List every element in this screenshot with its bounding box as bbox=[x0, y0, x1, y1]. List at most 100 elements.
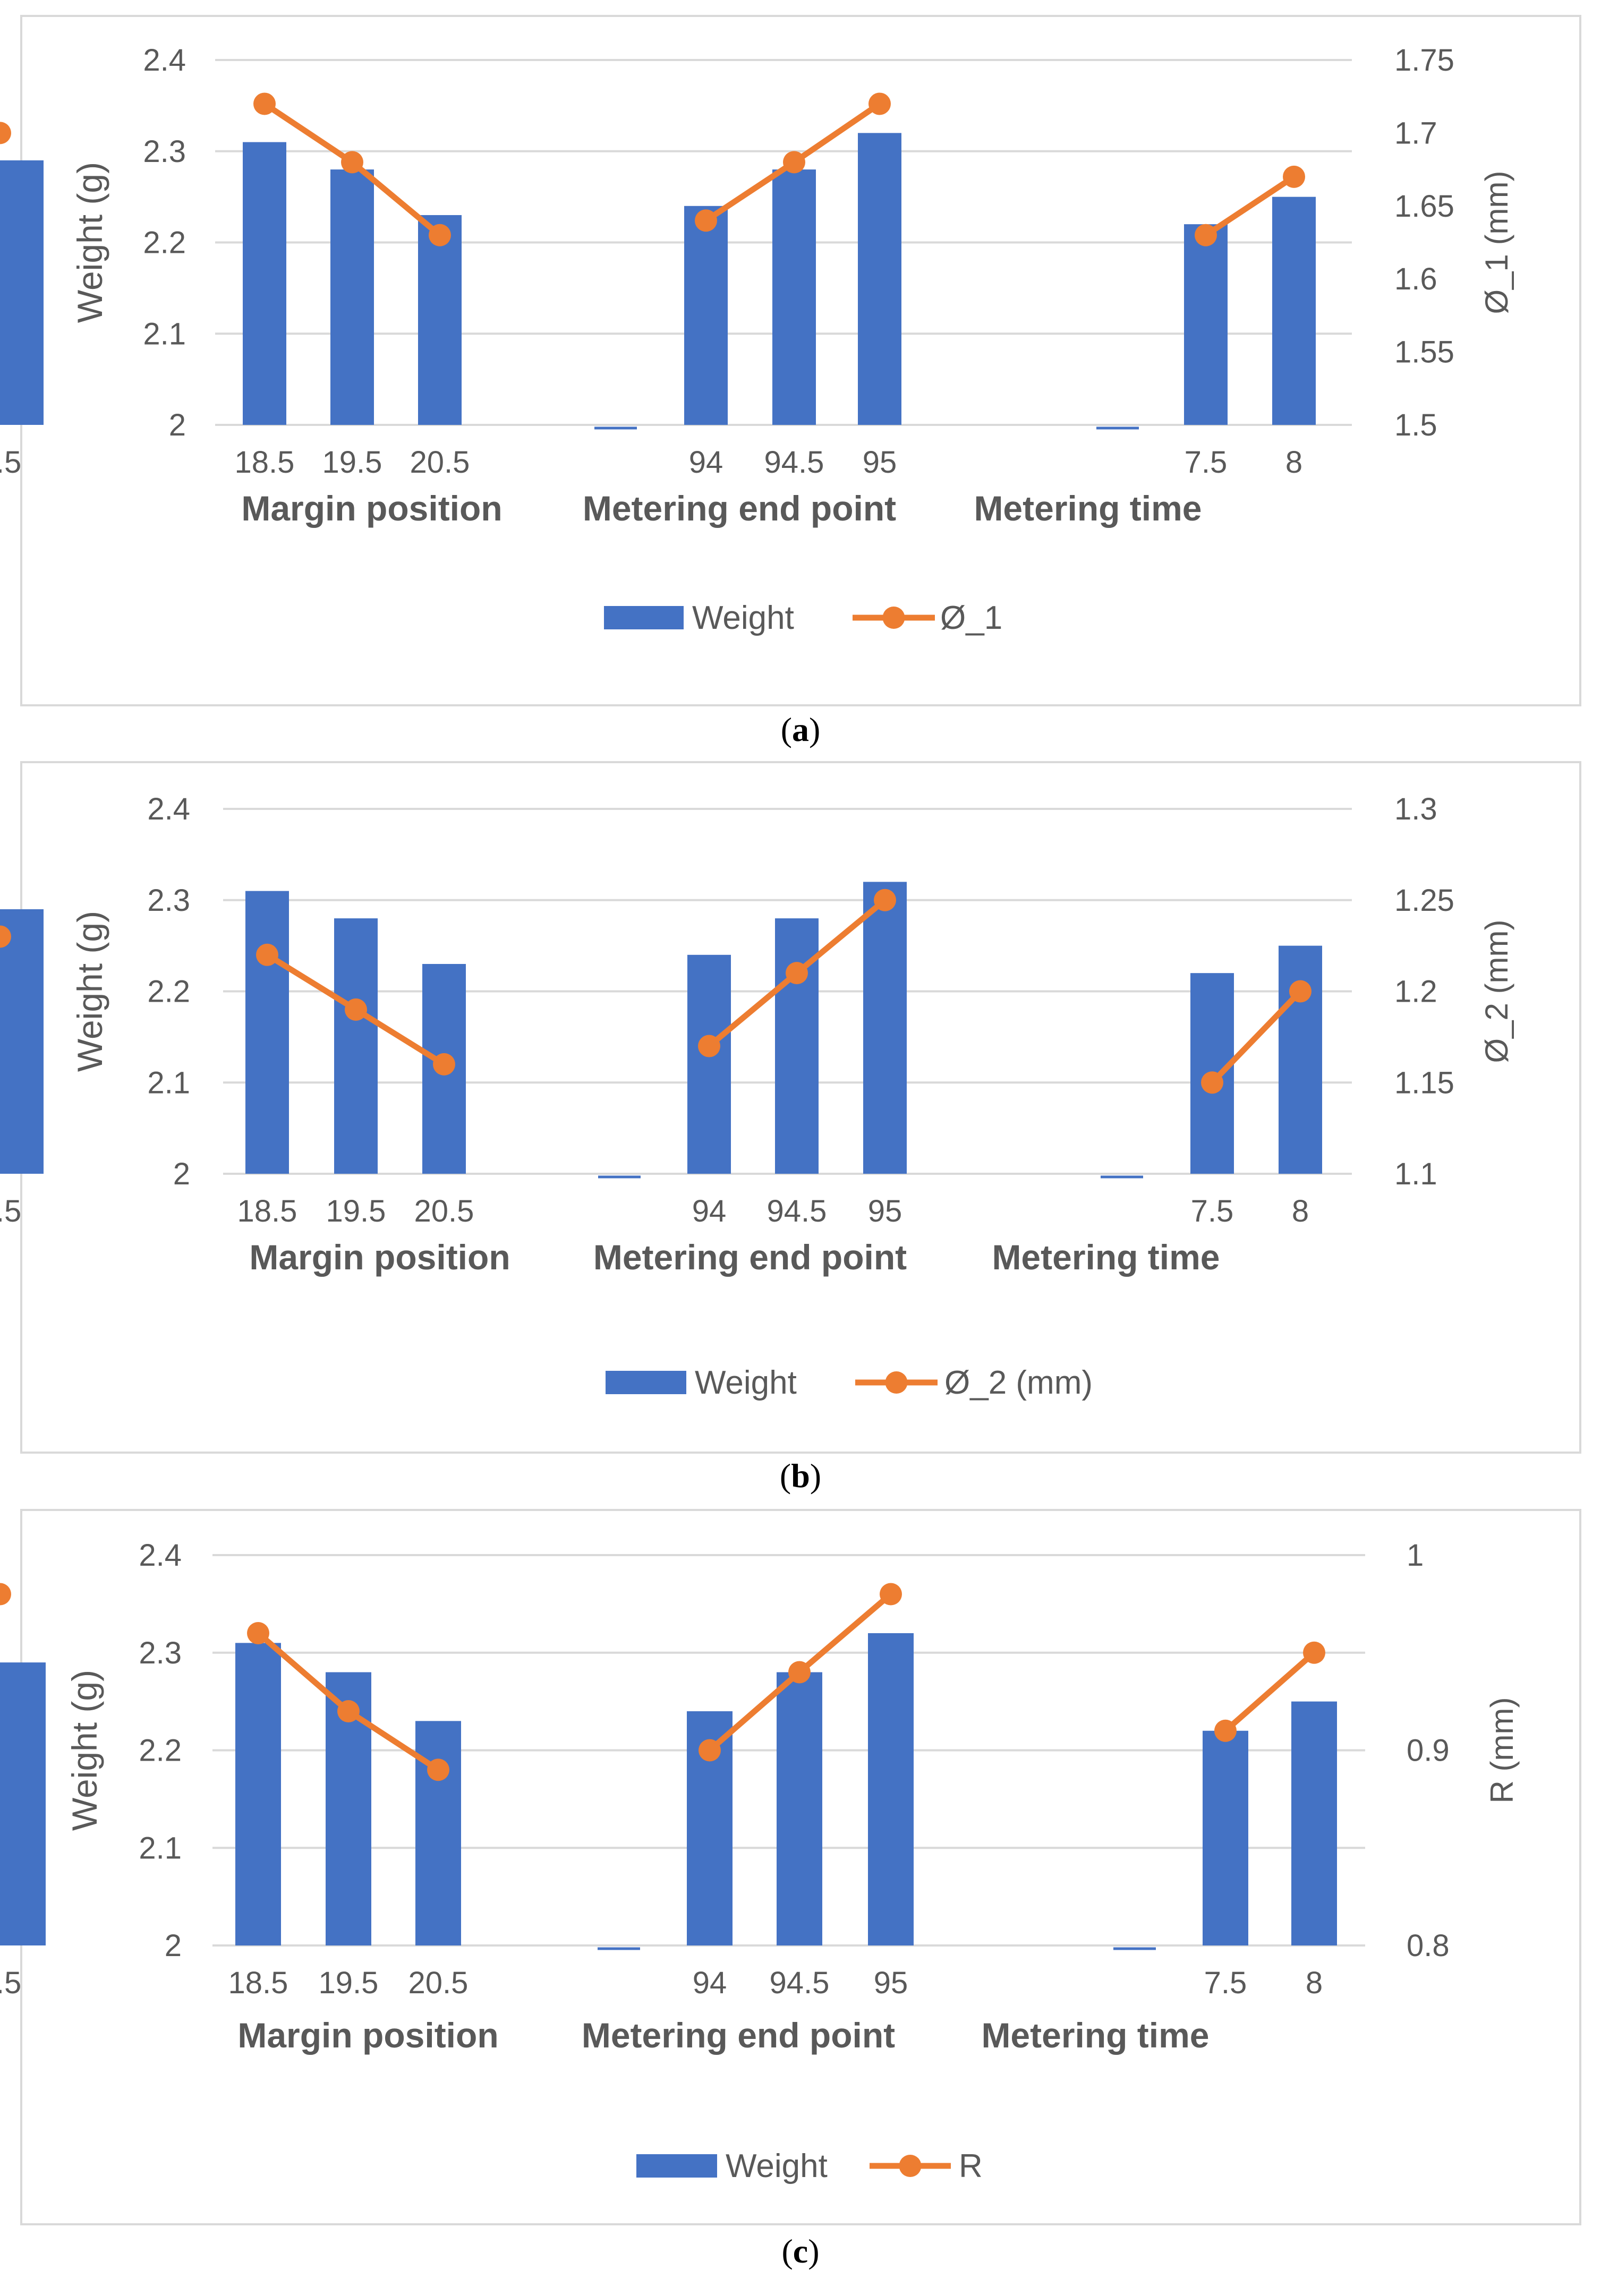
y-left-tick-label: 2.4 bbox=[147, 792, 190, 826]
line-point-8 bbox=[1289, 980, 1312, 1003]
panel-caption-letter: b bbox=[791, 1457, 810, 1495]
y-left-tick-label: 2.2 bbox=[143, 226, 186, 260]
x-tick-label: 7.5 bbox=[1204, 1966, 1247, 2000]
line-point-8 bbox=[1303, 1641, 1325, 1664]
line-point-19.5 bbox=[337, 1700, 360, 1722]
line-series-metering-time bbox=[1223, 1650, 1316, 1733]
y-left-tick-label: 2 bbox=[173, 1157, 190, 1191]
y-left-tick-label: 2.1 bbox=[139, 1831, 182, 1865]
y-right-tick-label: 1.7 bbox=[1394, 116, 1437, 150]
bar-metering-end-point-94.5 bbox=[777, 1672, 822, 1945]
x-tick-label: 8 bbox=[1292, 1194, 1309, 1228]
legend: Weight Ø_2 (mm) bbox=[606, 1364, 1093, 1401]
bar-margin-position-18.5 bbox=[235, 1643, 281, 1945]
bar-metering-end-point-94 bbox=[684, 206, 728, 425]
bar-metering-end-point-95 bbox=[868, 1633, 914, 1945]
y-left-tick-label: 2.1 bbox=[143, 317, 186, 351]
x-tick-label: 19.5 bbox=[326, 1194, 386, 1228]
bar-metering-time-8.5 bbox=[0, 160, 44, 425]
line-point-94.5 bbox=[788, 1661, 811, 1684]
y-left-tick-label: 2.1 bbox=[147, 1065, 190, 1100]
legend: Weight R bbox=[636, 2148, 983, 2184]
bar-margin-position-19.5 bbox=[334, 918, 378, 1174]
y-right-tick-label: 1.75 bbox=[1394, 43, 1454, 78]
bar-metering-time-8.5 bbox=[0, 1662, 46, 1945]
y-right-axis-title: Ø_1 (mm) bbox=[1479, 171, 1514, 314]
x-tick-label: 95 bbox=[863, 445, 897, 480]
line-point-8.5 bbox=[0, 122, 11, 144]
x-group-label: Margin position bbox=[237, 2016, 498, 2055]
line-point-20.5 bbox=[429, 224, 451, 246]
y-right-tick-label: 1.25 bbox=[1394, 883, 1454, 918]
line-point-7.5 bbox=[1201, 1071, 1223, 1094]
y-left-tick-label: 2.3 bbox=[139, 1636, 182, 1670]
bar-metering-time-8.5 bbox=[0, 909, 44, 1174]
y-right-tick-label: 1.1 bbox=[1394, 1157, 1437, 1191]
legend-line-marker bbox=[882, 607, 905, 629]
legend-line-label: Ø_1 bbox=[940, 600, 1002, 636]
bar-metering-time-8 bbox=[1291, 1701, 1337, 1945]
line-point-94 bbox=[698, 1035, 720, 1057]
x-tick-label: 18.5 bbox=[235, 445, 295, 480]
y-right-tick-label: 1.6 bbox=[1394, 262, 1437, 296]
chart-panel-b: 2 2.1 2.2 2.3 2.4 1.1 1.15 1.2 1.25 1.3 Weight (g)… bbox=[0, 761, 1581, 1495]
legend-line-marker bbox=[885, 1371, 908, 1394]
x-tick-label: 7.5 bbox=[1191, 1194, 1234, 1228]
x-tick-label: 94 bbox=[692, 1194, 727, 1228]
x-tick-label: 94.5 bbox=[764, 445, 824, 480]
line-series-metering-time bbox=[1204, 174, 1296, 238]
y-right-tick-label: 0.8 bbox=[1407, 1928, 1450, 1963]
x-tick-label: 8.5 bbox=[0, 1966, 21, 2000]
bar-metering-end-point-94 bbox=[687, 954, 731, 1174]
line-point-8.5 bbox=[0, 925, 11, 948]
y-right-axis-title: Ø_2 (mm) bbox=[1479, 920, 1514, 1063]
line-point-18.5 bbox=[253, 92, 276, 115]
panel-caption: (b) bbox=[780, 1457, 821, 1495]
legend-bar-swatch bbox=[636, 2154, 717, 2178]
y-right-tick-label: 1.5 bbox=[1394, 408, 1437, 442]
line-point-8.5 bbox=[0, 1583, 11, 1606]
y-right-tick-label: 1.15 bbox=[1394, 1065, 1454, 1100]
x-tick-label: 94.5 bbox=[770, 1966, 830, 2000]
y-right-tick-label: 1.2 bbox=[1394, 975, 1437, 1009]
legend-bar-label: Weight bbox=[726, 2148, 828, 2184]
y-right-axis-title: R (mm) bbox=[1484, 1697, 1520, 1804]
line-point-94 bbox=[695, 209, 717, 232]
y-left-tick-label: 2.4 bbox=[139, 1538, 182, 1573]
x-tick-label: 8 bbox=[1306, 1966, 1323, 2000]
x-tick-label: 19.5 bbox=[322, 445, 382, 480]
x-group-label: Metering time bbox=[974, 489, 1202, 528]
line-point-20.5 bbox=[427, 1759, 449, 1781]
line-point-94.5 bbox=[786, 962, 808, 985]
y-right-tick-label: 1.55 bbox=[1394, 335, 1454, 370]
legend-bar-swatch bbox=[604, 606, 684, 629]
y-left-tick-label: 2.2 bbox=[147, 975, 190, 1009]
bar-margin-position-18.5 bbox=[243, 142, 286, 425]
legend-bar-label: Weight bbox=[695, 1364, 797, 1401]
x-tick-label: 20.5 bbox=[408, 1966, 469, 2000]
legend-bar-swatch bbox=[606, 1371, 686, 1394]
y-right-tick-label: 0.9 bbox=[1407, 1734, 1450, 1768]
bar-metering-time-8 bbox=[1272, 197, 1316, 425]
line-point-94.5 bbox=[783, 151, 805, 174]
x-tick-label: 8 bbox=[1285, 445, 1302, 480]
y-left-tick-label: 2 bbox=[165, 1928, 182, 1963]
x-tick-label: 7.5 bbox=[1185, 445, 1228, 480]
legend-line-label: R bbox=[959, 2148, 983, 2184]
legend-line-label: Ø_2 (mm) bbox=[944, 1364, 1093, 1401]
x-tick-label: 18.5 bbox=[237, 1194, 297, 1228]
line-point-95 bbox=[880, 1583, 902, 1606]
x-tick-label: 8.5 bbox=[0, 1194, 21, 1228]
x-group-label: Metering time bbox=[992, 1237, 1220, 1277]
line-point-7.5 bbox=[1195, 224, 1217, 246]
legend: Weight Ø_1 bbox=[604, 600, 1002, 636]
line-point-94 bbox=[699, 1739, 721, 1762]
bar-metering-end-point-95 bbox=[863, 882, 907, 1174]
line-point-8 bbox=[1283, 165, 1305, 188]
bar-metering-time-7.5 bbox=[1203, 1730, 1248, 1945]
y-left-tick-label: 2.3 bbox=[147, 883, 190, 918]
y-left-tick-label: 2.2 bbox=[139, 1734, 182, 1768]
x-tick-label: 19.5 bbox=[319, 1966, 379, 2000]
chart-panel-c: 2 2.1 2.2 2.3 2.4 0.8 0.9 1 Weight (g) R (mm) 18.5… bbox=[0, 1509, 1581, 2270]
bar-metering-end-point-94.5 bbox=[775, 918, 819, 1174]
